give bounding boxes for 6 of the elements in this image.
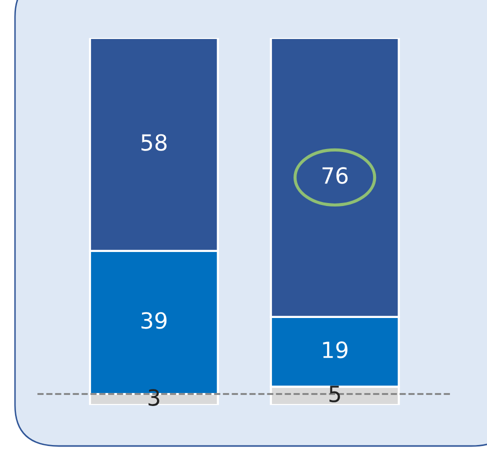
data-label: 3: [148, 389, 160, 406]
data-label: 19: [323, 341, 348, 358]
data-label: 58: [142, 134, 167, 151]
data-label: 76: [322, 167, 348, 184]
data-label: 39: [142, 312, 167, 329]
data-label: 5: [330, 386, 340, 402]
